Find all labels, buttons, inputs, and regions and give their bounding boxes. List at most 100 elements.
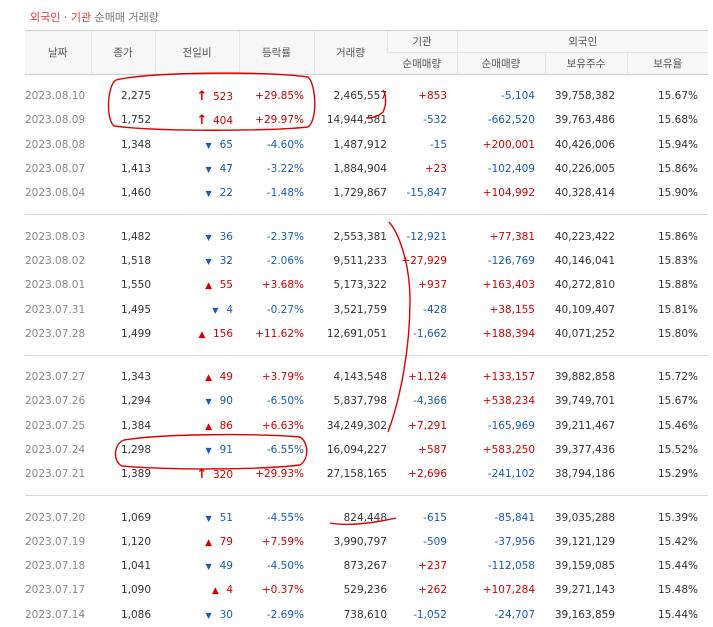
holdings-cell: 39,211,467 [554,419,615,432]
date-cell: 2023.07.18 [25,560,86,573]
volume-cell: 34,249,302 [326,419,387,432]
table-row: 2023.07.31 1,495 ▼ 4 -0.27% 3,521,759 -428 +38,… [25,297,708,321]
ratio-cell: 15.44% [657,560,698,573]
rate-cell: +7.59% [261,535,304,548]
foreign-net-cell: +38,155 [489,303,535,316]
ratio-cell: 15.48% [657,584,698,597]
foreign-net-cell: -24,707 [494,608,535,621]
table-row: 2023.08.03 1,482 ▼ 36 -2.37% 2,553,381 -12,921… [25,224,708,248]
volume-cell: 4,143,548 [333,371,387,384]
date-cell: 2023.08.08 [25,138,86,151]
header-close: 종가 [90,30,155,75]
volume-cell: 1,884,904 [333,163,387,176]
rate-cell: -4.55% [266,511,304,524]
foreign-net-cell: +583,250 [482,444,535,456]
table-row: 2023.08.01 1,550 ▲ 55 +3.68% 5,173,322 +937 +16… [25,273,708,297]
foreign-net-cell: -241,102 [487,468,535,481]
ratio-cell: 15.94% [657,138,698,151]
rate-cell: +29.85% [255,90,304,103]
down-triangle-icon: ▼ [205,610,212,620]
volume-cell: 2,465,557 [333,90,387,103]
change-cell: ↑ 404 [155,108,239,132]
holdings-cell: 38,794,186 [554,468,615,481]
change-value: 90 [219,395,233,408]
table-row: 2023.08.07 1,413 ▼ 47 -3.22% 1,884,904 +23 -102… [25,157,708,181]
volume-cell: 529,236 [343,584,387,597]
title-institution[interactable]: 기관 [70,11,92,24]
rate-cell: -1.48% [266,187,304,200]
down-triangle-icon: ▼ [205,232,212,242]
group-divider [25,345,708,356]
change-value: 55 [219,279,233,292]
foreign-net-cell: +188,394 [482,327,535,340]
holdings-cell: 40,146,041 [554,254,615,267]
holdings-cell: 40,328,414 [554,187,615,200]
up-triangle-icon: ▲ [205,421,213,432]
foreign-net-cell: +133,157 [482,371,535,384]
rate-cell: -4.60% [266,138,304,151]
table-row: 2023.08.10 2,275 ↑ 523 +29.85% 2,465,557 +853 -… [25,84,708,108]
ratio-cell: 15.86% [657,230,698,243]
up-triangle-icon: ▲ [198,329,206,340]
table-row: 2023.07.26 1,294 ▼ 90 -6.50% 5,837,798 -4,366 +… [25,389,708,413]
header-foreign-group: 외국인 [456,30,708,53]
table-row: 2023.08.09 1,752 ↑ 404 +29.97% 14,944,581 -532… [25,108,708,132]
close-cell: 1,389 [120,468,151,481]
change-cell: ▼ 4 [155,297,239,321]
group-spacer [25,496,708,506]
holdings-cell: 39,882,858 [554,371,615,384]
change-cell: ▼ 32 [155,249,239,273]
title-suffix: 순매매 거래량 [91,11,159,24]
change-cell: ▼ 91 [155,438,239,462]
down-triangle-icon: ▼ [205,165,212,175]
rate-cell: -0.27% [266,303,304,316]
institution-net-cell: -1,662 [413,327,447,340]
date-cell: 2023.07.28 [25,327,86,340]
volume-cell: 5,173,322 [333,279,387,292]
group-spacer [25,355,708,365]
rate-cell: -2.06% [266,254,304,267]
change-value: 156 [212,327,233,340]
ratio-cell: 15.72% [657,371,698,384]
change-value: 523 [212,90,233,103]
change-cell: ▼ 22 [155,181,239,205]
change-cell: ▼ 51 [155,505,239,529]
close-cell: 1,550 [120,279,151,292]
down-triangle-icon: ▼ [212,305,219,315]
institution-net-cell: -532 [423,114,447,127]
rate-cell: +11.62% [255,327,304,340]
ratio-cell: 15.67% [657,90,698,103]
institution-net-cell: -15,847 [406,187,447,200]
up-triangle-icon: ▲ [205,281,213,292]
down-triangle-icon: ▼ [205,513,212,523]
close-cell: 1,495 [120,303,151,316]
ratio-cell: 15.52% [657,444,698,456]
volume-cell: 5,837,798 [333,395,387,408]
change-value: 4 [226,584,233,597]
rate-cell: -4.50% [266,560,304,573]
rate-cell: +29.93% [255,468,304,481]
date-cell: 2023.08.07 [25,163,86,176]
volume-cell: 2,553,381 [333,230,387,243]
table-body: 2023.08.10 2,275 ↑ 523 +29.85% 2,465,557 +853 -… [25,75,708,627]
date-cell: 2023.08.02 [25,254,86,267]
title-foreign[interactable]: 외국인 [30,11,61,24]
volume-cell: 738,610 [343,608,387,621]
holdings-cell: 39,763,486 [554,114,615,127]
holdings-cell: 40,426,006 [554,138,615,151]
rate-cell: +0.37% [261,584,304,597]
change-cell: ↑ 523 [155,84,239,108]
table-row: 2023.07.28 1,499 ▲ 156 +11.62% 12,691,051 -1,6… [25,322,708,346]
change-value: 32 [219,254,233,267]
close-cell: 1,518 [120,254,151,267]
date-cell: 2023.08.09 [25,114,86,127]
ratio-cell: 15.68% [657,114,698,127]
close-cell: 1,069 [120,511,151,524]
change-value: 30 [219,608,233,621]
down-triangle-icon: ▼ [205,446,212,455]
down-triangle-icon: ▼ [205,397,212,407]
institution-net-cell: +2,696 [408,468,447,481]
institution-net-cell: -1,052 [413,608,447,621]
table-row: 2023.07.19 1,120 ▲ 79 +7.59% 3,990,797 -509 -37… [25,530,708,554]
holdings-cell: 39,121,129 [554,535,615,548]
